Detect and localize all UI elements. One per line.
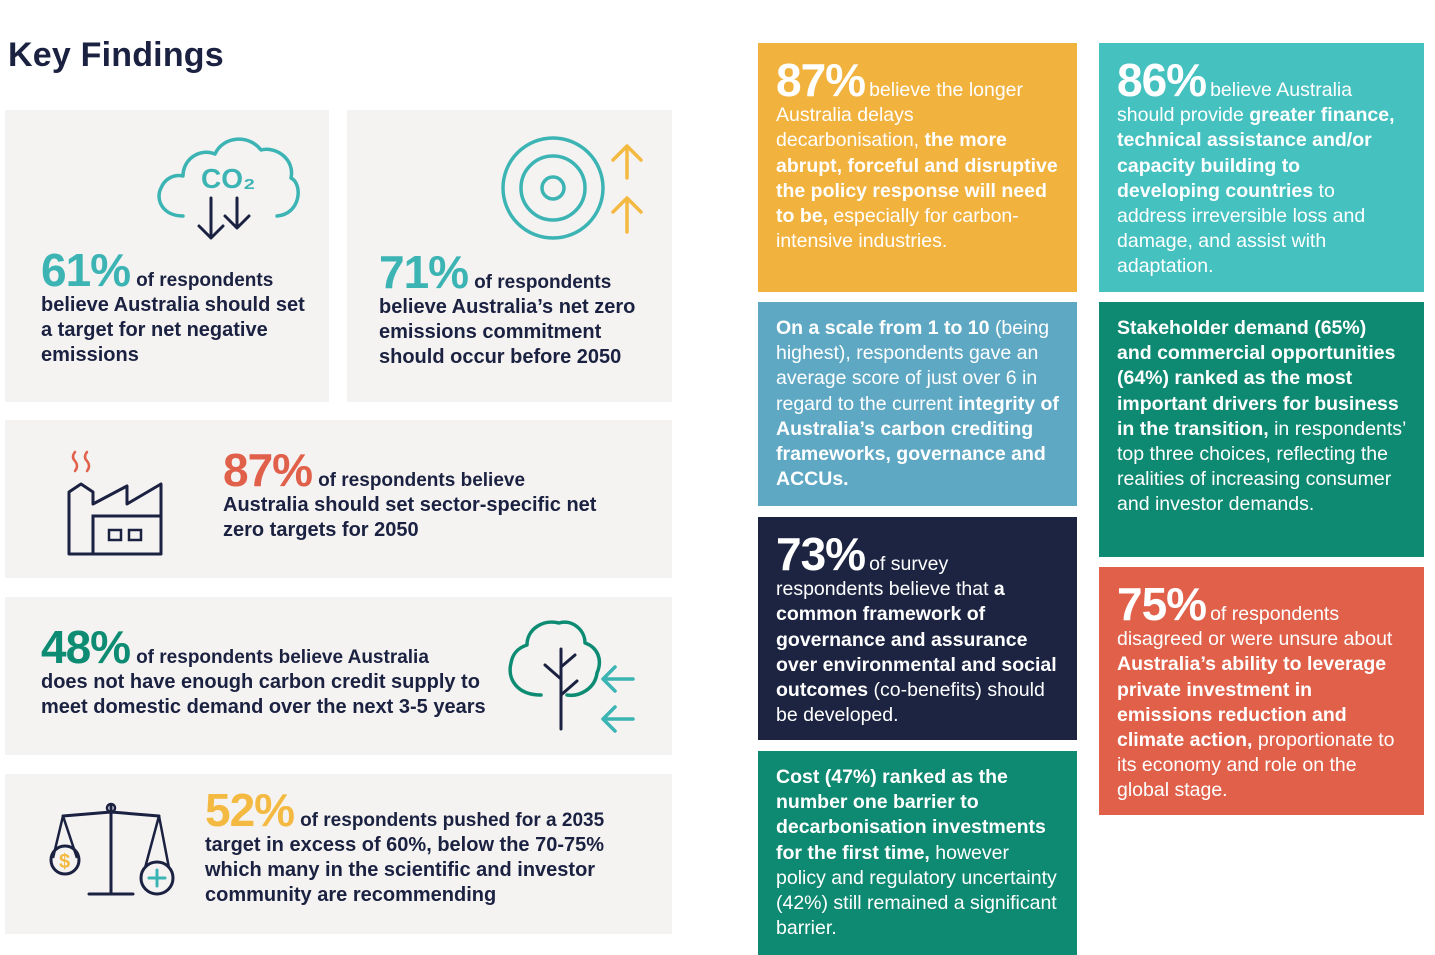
tree-arrows-icon <box>508 620 635 733</box>
co2-cloud-icon: CO₂ <box>157 137 300 240</box>
tile-percent: 73% <box>776 528 866 580</box>
finding-card-sector-targets: 87% of respondents believe Australia shou… <box>5 420 672 578</box>
finding-text-52: 52% of respondents pushed for a 2035 targ… <box>205 784 605 906</box>
finding-percent: 61% <box>41 244 131 296</box>
finding-percent: 71% <box>379 246 469 298</box>
scales-icon: $ <box>49 802 175 896</box>
finding-card-carbon-credit-supply: 48% of respondents believe Australia does… <box>5 597 672 755</box>
finding-card-net-negative: CO₂ 61% of respondents believe Australia … <box>5 110 329 402</box>
finding-card-before-2050: 71% of respondents believe Australia’s ne… <box>347 110 672 402</box>
dollar-icon: $ <box>59 851 70 873</box>
finding-percent: 48% <box>41 621 131 673</box>
tile-cost-barrier: Cost (47%) ranked as the number one barr… <box>758 751 1077 955</box>
tile-percent: 75% <box>1117 578 1207 630</box>
finding-text-61: 61% of respondents believe Australia shou… <box>41 244 305 366</box>
finding-text-87: 87% of respondents believe Australia shou… <box>223 444 597 541</box>
finding-percent: 52% <box>205 784 295 836</box>
tile-percent: 87% <box>776 54 866 106</box>
finding-text-48: 48% of respondents believe Australia does… <box>41 621 486 718</box>
finding-text-71: 71% of respondents believe Australia’s ne… <box>379 246 636 368</box>
tile-73-framework: 73% of survey respondents believe that a … <box>758 517 1077 740</box>
target-arrows-icon <box>501 136 643 240</box>
finding-card-2035-target: $ 52% of respondents pushed for a 2035 ta… <box>5 774 672 934</box>
tile-87-delay: 87% believe the longer Australia delays d… <box>758 43 1077 292</box>
co2-label: CO₂ <box>201 163 255 194</box>
tile-percent: 86% <box>1117 54 1207 106</box>
page-title: Key Findings <box>8 36 224 74</box>
tile-stakeholder-demand: Stakeholder demand (65%) and commercial … <box>1099 302 1424 557</box>
finding-percent: 87% <box>223 444 313 496</box>
tile-integrity-score: On a scale from 1 to 10 (being highest),… <box>758 302 1077 506</box>
factory-icon <box>67 450 163 556</box>
tile-75-private-investment: 75% of respondents disagreed or were unsu… <box>1099 567 1424 815</box>
tile-86-finance: 86% believe Australia should provide grea… <box>1099 43 1424 292</box>
